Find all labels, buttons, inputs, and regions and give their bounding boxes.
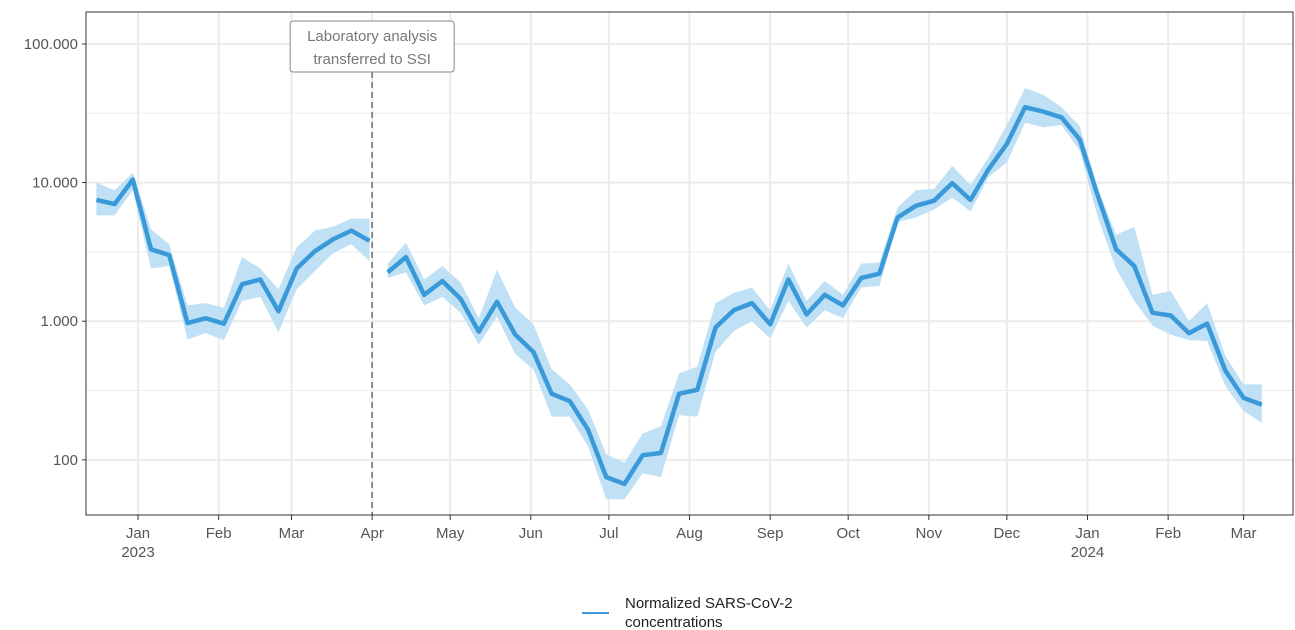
- x-tick-label: Jan: [126, 525, 150, 542]
- x-tick-label: Apr: [360, 525, 383, 542]
- x-tick-sublabel: 2023: [121, 544, 154, 561]
- annotation-line-1: Laboratory analysis: [307, 28, 437, 45]
- x-tick-label: Oct: [837, 525, 861, 542]
- legend-label-line-2: concentrations: [625, 614, 723, 630]
- x-tick-label: May: [436, 525, 465, 542]
- legend: Normalized SARS-CoV-2 concentrations: [582, 595, 793, 630]
- y-tick-label: 10.000: [32, 175, 78, 192]
- annotation-box: [289, 20, 455, 73]
- x-tick-label: Nov: [915, 525, 942, 542]
- x-tick-label: Dec: [994, 525, 1021, 542]
- x-tick-label: Aug: [676, 525, 703, 542]
- x-axis: Jan 2023 Feb Mar Apr May Jun Jul Aug Sep Oct Nov Dec…: [121, 515, 1256, 561]
- series-line-segment-2: [386, 104, 1263, 487]
- x-tick-sublabel: 2024: [1071, 544, 1104, 561]
- grid-lines: [86, 12, 1293, 515]
- x-tick-label: Feb: [1155, 525, 1181, 542]
- x-tick-label: Jul: [599, 525, 618, 542]
- y-tick-label: 1.000: [40, 313, 78, 330]
- y-tick-label: 100: [53, 452, 78, 469]
- x-tick-label: Mar: [1231, 525, 1257, 542]
- x-tick-label: Mar: [279, 525, 305, 542]
- y-axis: 100 1.000 10.000 100.000: [24, 36, 86, 469]
- x-tick-label: Sep: [757, 525, 784, 542]
- legend-label-line-1: Normalized SARS-CoV-2: [625, 595, 793, 612]
- x-tick-label: Jan: [1075, 525, 1099, 542]
- series-line-segment-1: [95, 177, 371, 326]
- annotation: Laboratory analysis transferred to SSI: [289, 20, 455, 73]
- x-tick-label: Feb: [206, 525, 232, 542]
- annotation-line-2: transferred to SSI: [313, 51, 431, 68]
- x-tick-label: Jun: [519, 525, 543, 542]
- series-lines: [95, 104, 1263, 487]
- y-tick-label: 100.000: [24, 36, 78, 53]
